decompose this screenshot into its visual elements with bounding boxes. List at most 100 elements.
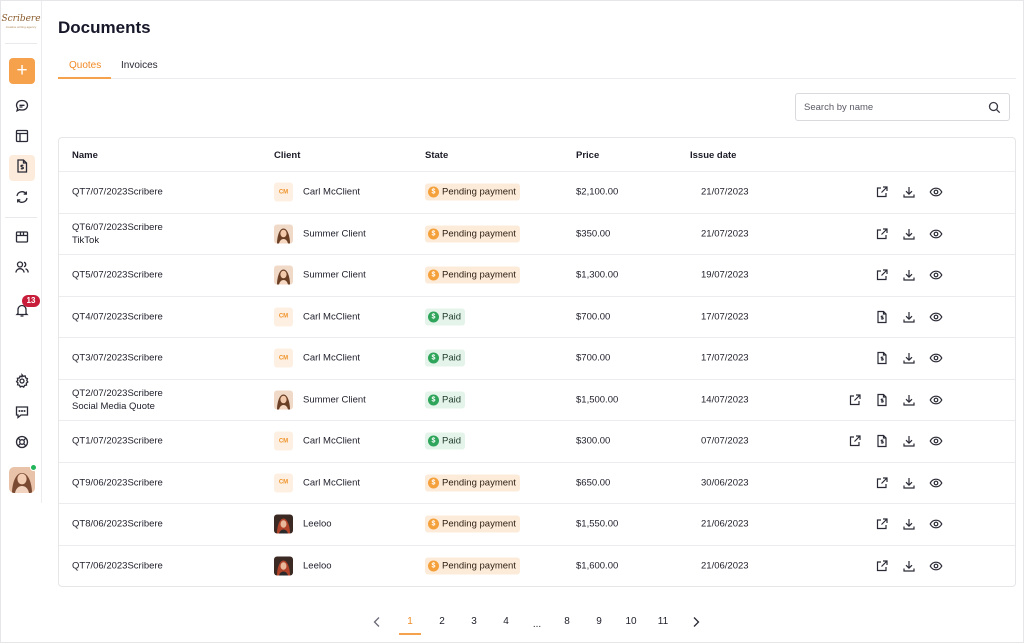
tab-quotes[interactable]: Quotes xyxy=(69,60,102,71)
quote-name[interactable]: QT6/07/2023Scribere TikTok xyxy=(72,221,163,247)
view-action-button[interactable] xyxy=(929,476,943,490)
issue-date: 07/07/2023 xyxy=(701,435,749,447)
open-action-button[interactable] xyxy=(875,227,889,241)
open-action-button[interactable] xyxy=(848,393,862,407)
page-number-button[interactable]: 10 xyxy=(625,616,637,627)
download-action-button[interactable] xyxy=(902,434,916,448)
column-header-state[interactable]: State xyxy=(425,150,449,161)
view-action-button[interactable] xyxy=(929,227,943,241)
download-action-button[interactable] xyxy=(902,351,916,365)
quote-name[interactable]: QT8/06/2023Scribere xyxy=(72,518,163,531)
sidebar-item-documents[interactable] xyxy=(9,155,35,181)
logo[interactable]: Scribere creative writing agency xyxy=(1,6,40,38)
download-icon xyxy=(902,228,916,245)
quote-name[interactable]: QT7/07/2023Scribere xyxy=(72,186,163,199)
view-action-button[interactable] xyxy=(929,310,943,324)
page-number-button[interactable]: 2 xyxy=(439,616,445,627)
column-header-price[interactable]: Price xyxy=(576,150,600,161)
open-action-button[interactable] xyxy=(875,517,889,531)
dollar-icon: $ xyxy=(428,435,439,447)
issue-date: 17/07/2023 xyxy=(701,311,749,323)
quote-name[interactable]: QT5/07/2023Scribere xyxy=(72,269,163,282)
sidebar-item-clients[interactable] xyxy=(9,256,35,282)
download-action-button[interactable] xyxy=(902,227,916,241)
open-action-button[interactable] xyxy=(875,185,889,199)
quote-name[interactable]: QT3/07/2023Scribere xyxy=(72,352,163,365)
view-action-button[interactable] xyxy=(929,393,943,407)
dollar-icon: $ xyxy=(428,269,439,281)
sidebar-item-settings[interactable] xyxy=(9,370,35,396)
table-row[interactable]: QT1/07/2023Scribere CM Carl McClient $ Pai… xyxy=(59,421,1015,463)
table-row[interactable]: QT4/07/2023Scribere CM Carl McClient $ Pai… xyxy=(59,297,1015,338)
invoice-action-button[interactable] xyxy=(875,434,889,448)
view-action-button[interactable] xyxy=(929,185,943,199)
page-number-button[interactable]: 11 xyxy=(657,616,669,627)
column-header-name[interactable]: Name xyxy=(72,150,98,161)
sidebar-item-feedback[interactable] xyxy=(9,401,35,427)
view-action-button[interactable] xyxy=(929,559,943,573)
external-link-icon xyxy=(848,394,862,411)
table-row[interactable]: QT7/06/2023Scribere Leeloo $ Pending paym… xyxy=(59,546,1015,588)
quote-name[interactable]: QT7/06/2023Scribere xyxy=(72,560,163,573)
invoice-action-button[interactable] xyxy=(875,310,889,324)
quote-number: QT7/07/2023Scribere xyxy=(72,186,163,198)
quote-name[interactable]: QT1/07/2023Scribere xyxy=(72,435,163,448)
page-number-button[interactable]: 3 xyxy=(471,616,477,627)
open-action-button[interactable] xyxy=(848,434,862,448)
open-action-button[interactable] xyxy=(875,476,889,490)
users-icon xyxy=(14,259,30,280)
page-number-button[interactable]: 1 xyxy=(407,616,413,627)
view-action-button[interactable] xyxy=(929,268,943,282)
page-number-button[interactable]: 4 xyxy=(503,616,509,627)
table-row[interactable]: QT6/07/2023Scribere TikTok Summer Client … xyxy=(59,214,1015,255)
sidebar-item-services[interactable] xyxy=(9,226,35,252)
download-action-button[interactable] xyxy=(902,268,916,282)
issue-date: 19/07/2023 xyxy=(701,269,749,281)
invoice-action-button[interactable] xyxy=(875,351,889,365)
sidebar-item-sync[interactable] xyxy=(9,186,35,212)
column-header-client[interactable]: Client xyxy=(274,150,301,161)
dollar-icon: $ xyxy=(428,477,439,489)
table-row[interactable]: QT9/06/2023Scribere CM Carl McClient $ Pen… xyxy=(59,463,1015,504)
quote-name[interactable]: QT2/07/2023Scribere Social Media Quote xyxy=(72,387,163,413)
download-action-button[interactable] xyxy=(902,517,916,531)
user-avatar[interactable] xyxy=(9,467,35,493)
page-number-button[interactable]: 8 xyxy=(564,616,570,627)
quote-subtitle: Social Media Quote xyxy=(72,400,155,412)
sidebar-item-chats[interactable] xyxy=(9,95,35,121)
table-row[interactable]: QT7/07/2023Scribere CM Carl McClient $ Pen… xyxy=(59,172,1015,214)
next-page-button[interactable] xyxy=(686,616,706,631)
open-action-button[interactable] xyxy=(875,268,889,282)
download-action-button[interactable] xyxy=(902,476,916,490)
download-action-button[interactable] xyxy=(902,185,916,199)
quote-name[interactable]: QT9/06/2023Scribere xyxy=(72,476,163,489)
search-input[interactable] xyxy=(804,100,979,115)
page-number-button[interactable]: 9 xyxy=(596,616,602,627)
open-action-button[interactable] xyxy=(875,559,889,573)
download-icon xyxy=(902,269,916,286)
invoice-icon xyxy=(875,310,889,328)
table-row[interactable]: QT8/06/2023Scribere Leeloo $ Pending paym… xyxy=(59,504,1015,546)
table-row[interactable]: QT3/07/2023Scribere CM Carl McClient $ Pai… xyxy=(59,338,1015,380)
previous-page-button[interactable] xyxy=(367,616,387,631)
add-new-button[interactable]: + xyxy=(9,58,35,84)
sidebar-item-projects[interactable] xyxy=(9,125,35,151)
table-row[interactable]: QT2/07/2023Scribere Social Media Quote Su… xyxy=(59,380,1015,421)
download-action-button[interactable] xyxy=(902,393,916,407)
status-badge: $ Paid xyxy=(425,391,466,409)
search-icon[interactable] xyxy=(988,101,1001,114)
dollar-icon: $ xyxy=(428,352,439,364)
view-action-button[interactable] xyxy=(929,351,943,365)
tab-invoices[interactable]: Invoices xyxy=(121,60,158,71)
quote-name[interactable]: QT4/07/2023Scribere xyxy=(72,310,163,323)
invoice-action-button[interactable] xyxy=(875,393,889,407)
download-action-button[interactable] xyxy=(902,559,916,573)
sidebar-item-help[interactable] xyxy=(9,431,35,457)
column-header-issue-date[interactable]: Issue date xyxy=(690,150,737,161)
external-link-icon xyxy=(875,186,889,203)
table-row[interactable]: QT5/07/2023Scribere Summer Client $ Pendi… xyxy=(59,255,1015,297)
view-action-button[interactable] xyxy=(929,434,943,448)
download-action-button[interactable] xyxy=(902,310,916,324)
issue-date: 14/07/2023 xyxy=(701,394,749,406)
view-action-button[interactable] xyxy=(929,517,943,531)
